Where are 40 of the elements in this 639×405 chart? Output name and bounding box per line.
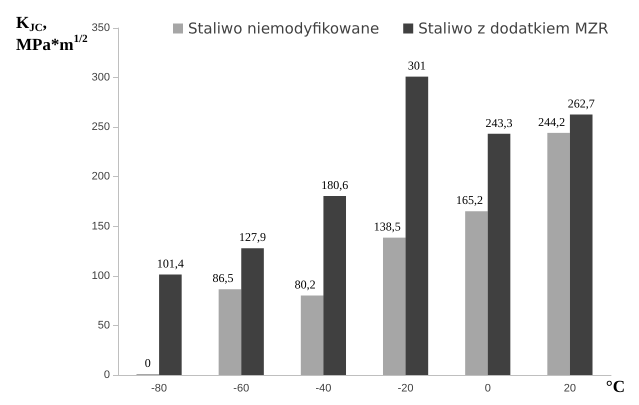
data-label: 101,4 xyxy=(156,256,184,270)
y-tick-label: 50 xyxy=(98,319,110,332)
bar xyxy=(241,248,264,375)
y-tick-label: 0 xyxy=(104,369,110,381)
y-tick-label: 250 xyxy=(92,121,110,134)
bar xyxy=(465,211,488,375)
x-axis-title: °C xyxy=(606,377,626,396)
data-label: 127,9 xyxy=(239,230,266,244)
data-label: 86,5 xyxy=(212,271,234,286)
bar xyxy=(570,114,593,375)
data-label: 262,7 xyxy=(568,96,595,111)
bar xyxy=(323,196,346,375)
x-tick-label: -80 xyxy=(151,382,168,394)
legend-label: Staliwo z dodatkiem MZR xyxy=(418,20,608,38)
data-label: 244,2 xyxy=(538,114,566,129)
y-tick-label: 200 xyxy=(92,170,110,183)
data-label: 243,3 xyxy=(486,116,513,130)
y-tick-label: 100 xyxy=(92,270,110,282)
bar xyxy=(406,76,428,375)
bar xyxy=(382,238,406,375)
data-label: 0 xyxy=(144,356,151,370)
x-tick-label: -40 xyxy=(315,382,332,394)
x-tick-label: 0 xyxy=(484,382,491,394)
bar xyxy=(159,274,182,375)
x-tick-label: -60 xyxy=(233,382,250,394)
data-label: 165,2 xyxy=(456,193,483,208)
data-label: 138,5 xyxy=(374,220,401,234)
data-label: 80,2 xyxy=(294,277,316,292)
x-tick-label: -20 xyxy=(398,382,414,394)
bar xyxy=(547,132,570,375)
y-tick-label: 350 xyxy=(92,22,110,34)
bar xyxy=(300,295,324,375)
y-tick-label: 150 xyxy=(92,220,110,232)
bar xyxy=(488,134,510,375)
data-label: 180,6 xyxy=(321,178,348,192)
y-tick-label: 300 xyxy=(92,72,110,84)
bar xyxy=(218,289,242,375)
legend-label: Staliwo niemodyfikowane xyxy=(188,20,380,38)
x-tick-label: 20 xyxy=(564,382,576,394)
data-label: 301 xyxy=(408,58,426,73)
